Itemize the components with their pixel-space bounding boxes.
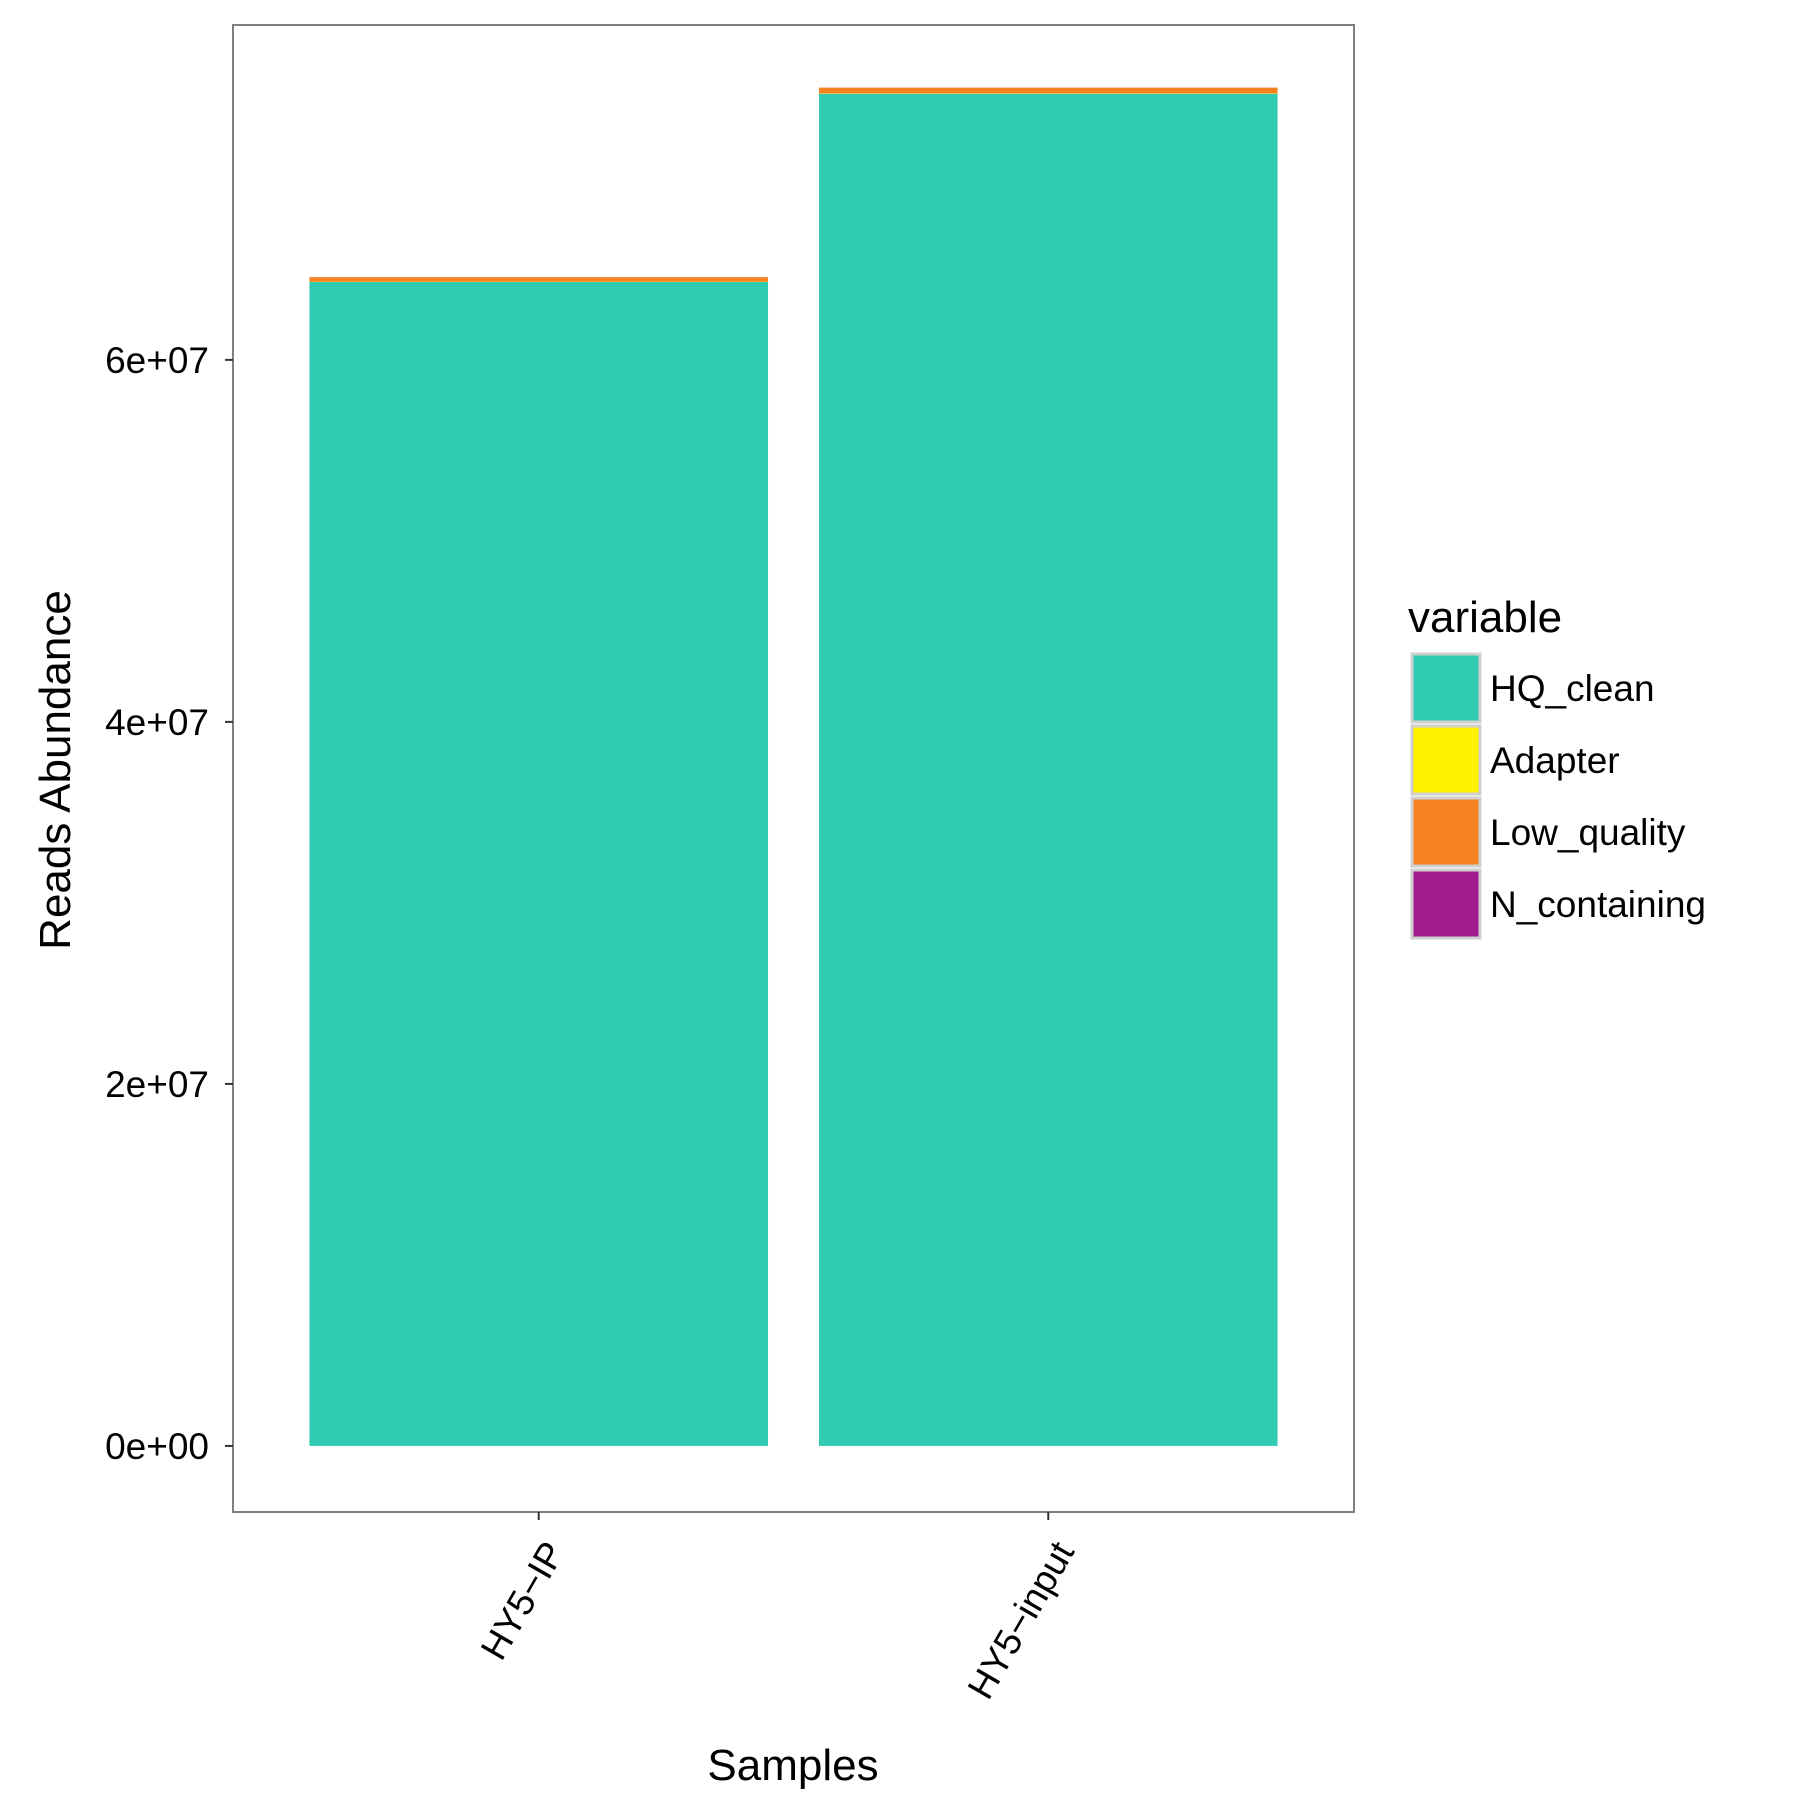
bar-low-quality-2 [818,87,1278,94]
y-axis: 0e+00 2e+07 4e+07 6e+07 [105,340,233,1467]
y-tick-label: 6e+07 [105,340,209,381]
legend-title: variable [1408,593,1562,642]
legend-label: HQ_clean [1490,668,1655,709]
legend-key-adapter [1410,724,1482,796]
y-axis-title: Reads Abundance [31,590,80,950]
bar-hq-clean-1 [309,282,769,1446]
bar-hq-clean-2 [818,93,1278,1446]
bar-low-quality-1 [309,277,769,282]
x-axis-title: Samples [707,1741,878,1790]
legend-label: Adapter [1490,740,1620,781]
legend-label: N_containing [1490,884,1706,925]
legend: variable HQ_clean Adapter Low_quality N_con… [1408,593,1706,940]
legend-key-hq-clean [1410,652,1482,724]
y-tick-label: 2e+07 [105,1064,209,1105]
x-tick-label: HY5−input [960,1534,1083,1706]
y-tick-label: 0e+00 [105,1426,209,1467]
x-axis: HY5−IP HY5−input [473,1512,1083,1706]
bars-layer [309,87,1278,1446]
legend-key-n-containing [1410,868,1482,940]
x-tick-label: HY5−IP [473,1535,573,1667]
legend-key-low-quality [1410,796,1482,868]
legend-label: Low_quality [1490,812,1686,853]
y-tick-label: 4e+07 [105,702,209,743]
